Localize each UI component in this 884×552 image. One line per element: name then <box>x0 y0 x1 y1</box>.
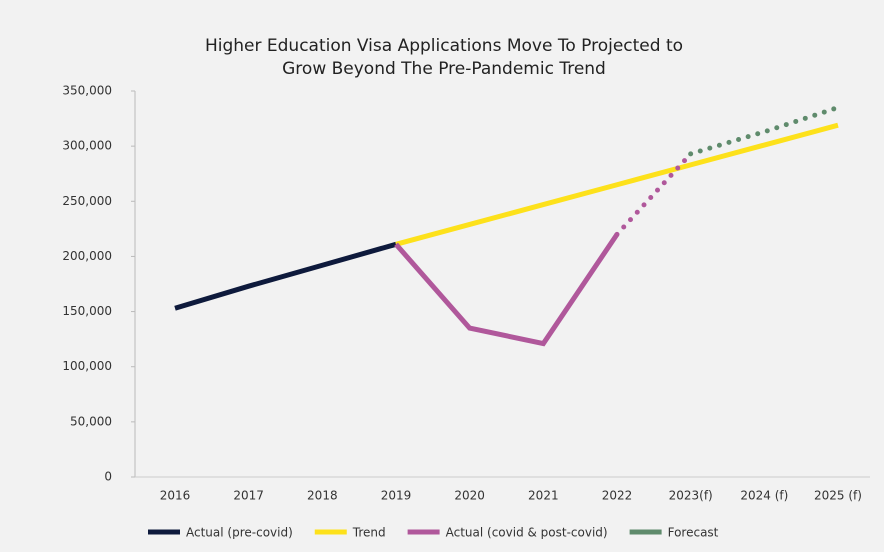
x-tick-label: 2024 (f) <box>740 489 788 503</box>
x-tick-label: 2016 <box>160 489 191 503</box>
y-tick-label: 300,000 <box>62 139 112 153</box>
x-tick-label: 2020 <box>454 489 485 503</box>
line <box>174 241 397 311</box>
legend-label: Trend <box>352 526 386 540</box>
y-tick-label: 50,000 <box>70 414 112 428</box>
y-tick-label: 250,000 <box>62 194 112 208</box>
line <box>394 232 620 347</box>
x-tick-label: 2023(f) <box>669 489 713 503</box>
legend-label: Forecast <box>668 526 719 540</box>
x-tick-label: 2025 (f) <box>814 489 862 503</box>
legend-label: Actual (pre-covid) <box>186 526 293 540</box>
x-tick-label: 2019 <box>381 489 412 503</box>
chart-title: Grow Beyond The Pre-Pandemic Trend <box>282 59 606 79</box>
forecast-line <box>688 105 841 157</box>
x-tick-label: 2021 <box>528 489 559 503</box>
legend-label: Actual (covid & post-covid) <box>446 526 608 540</box>
forecast-line <box>614 151 694 237</box>
chart-title: Higher Education Visa Applications Move … <box>205 36 683 56</box>
y-tick-label: 350,000 <box>62 84 112 98</box>
x-tick-label: 2022 <box>602 489 633 503</box>
y-tick-label: 150,000 <box>62 304 112 318</box>
x-tick-label: 2017 <box>233 489 264 503</box>
y-tick-label: 200,000 <box>62 249 112 263</box>
y-tick-label: 100,000 <box>62 359 112 373</box>
line <box>395 122 839 247</box>
y-tick-label: 0 <box>104 470 112 484</box>
x-tick-label: 2018 <box>307 489 338 503</box>
